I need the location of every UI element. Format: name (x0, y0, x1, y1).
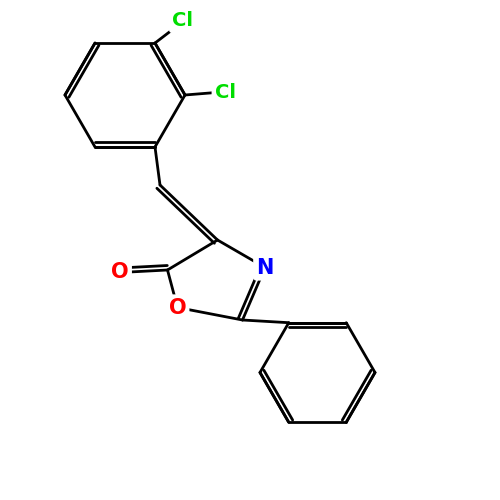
Text: O: O (168, 298, 186, 318)
Text: O: O (111, 262, 129, 282)
Text: Cl: Cl (214, 83, 236, 102)
Text: N: N (256, 258, 274, 278)
Text: Cl: Cl (172, 11, 193, 30)
